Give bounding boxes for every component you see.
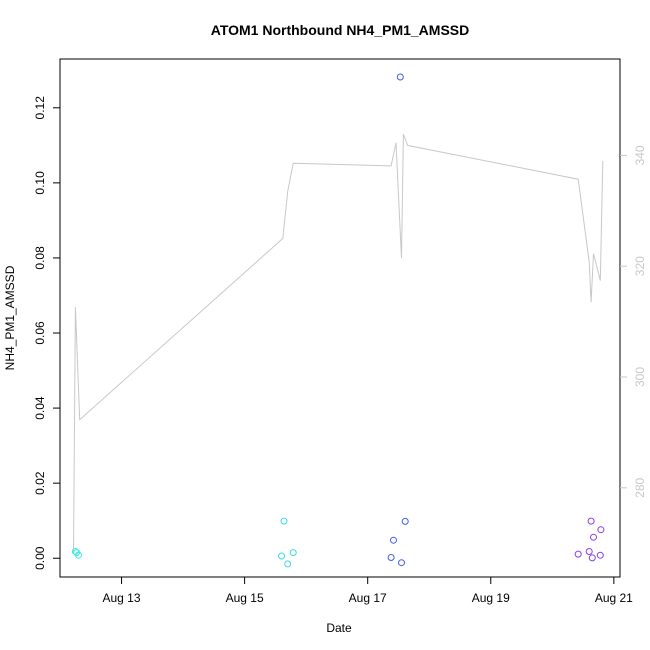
data-point-s2-3 bbox=[284, 560, 292, 568]
y-tick-label-2: 0.02 bbox=[33, 471, 47, 495]
data-point-s3-4 bbox=[398, 559, 405, 567]
y2-tick-label-4: 340 bbox=[633, 145, 647, 165]
points-layer bbox=[71, 73, 605, 568]
y-tick-label-7: 0.12 bbox=[33, 96, 47, 120]
data-point-s4-6 bbox=[596, 551, 604, 559]
data-point-s4-4 bbox=[588, 554, 596, 562]
x-tick-label-2: Aug 15 bbox=[226, 591, 264, 605]
x-tick-label-3: Aug 17 bbox=[349, 591, 387, 605]
data-point-s4-2 bbox=[585, 548, 593, 555]
data-point-s3-3 bbox=[396, 73, 404, 81]
chart-title: ATOM1 Northbound NH4_PM1_AMSSD bbox=[211, 22, 470, 38]
x-axis-label: Date bbox=[326, 621, 352, 635]
y-tick-label-4: 0.06 bbox=[33, 321, 47, 345]
axes-layer: Aug 13 Aug 15 Aug 17 Aug 19 Aug 21 0.00 0.02 0.… bbox=[33, 96, 647, 605]
series-line-right-axis bbox=[73, 134, 604, 554]
y2-tick-label-1: 280 bbox=[633, 477, 647, 497]
data-point-s1-3 bbox=[75, 551, 82, 559]
y2-tick-label-3: 320 bbox=[633, 256, 647, 276]
data-point-s4-3 bbox=[587, 517, 595, 525]
data-point-s4-7 bbox=[597, 526, 605, 534]
x-tick-label-4: Aug 19 bbox=[472, 591, 510, 605]
x-tick-label-5: Aug 21 bbox=[595, 591, 633, 605]
data-point-s2-2 bbox=[280, 517, 288, 525]
data-point-s4-5 bbox=[590, 533, 597, 541]
data-point-s3-1 bbox=[387, 554, 395, 561]
data-point-s4-1 bbox=[574, 550, 582, 558]
y2-tick-label-2: 300 bbox=[633, 367, 647, 387]
y-tick-label-3: 0.04 bbox=[33, 396, 47, 420]
data-point-s3-5 bbox=[401, 517, 409, 525]
y-tick-label-6: 0.10 bbox=[33, 171, 47, 195]
plot-frame bbox=[59, 58, 621, 578]
data-point-s3-2 bbox=[390, 536, 397, 544]
data-point-s2-4 bbox=[289, 549, 297, 557]
y-tick-label-5: 0.08 bbox=[33, 246, 47, 270]
y-tick-label-1: 0.00 bbox=[33, 546, 47, 570]
data-point-s2-1 bbox=[278, 552, 285, 560]
y-axis-label: NH4_PM1_AMSSD bbox=[3, 265, 17, 370]
right-axis-line-layer bbox=[73, 134, 604, 554]
x-tick-label-1: Aug 13 bbox=[103, 591, 141, 605]
